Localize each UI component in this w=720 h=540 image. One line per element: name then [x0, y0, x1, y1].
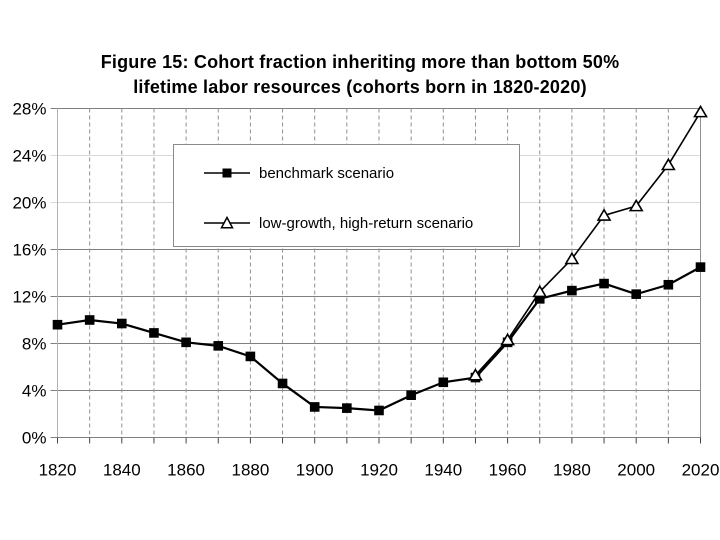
open-triangle-marker	[500, 332, 515, 346]
y-tick-label: 12%	[12, 288, 46, 307]
x-tick-label: 1820	[39, 461, 77, 480]
legend-item-lowgrowth: low-growth, high-return scenario	[204, 212, 473, 234]
filled-square-marker	[631, 289, 641, 299]
x-tick-label: 1980	[553, 461, 591, 480]
chart-title: Figure 15: Cohort fraction inheriting mo…	[0, 50, 720, 100]
x-tick-label: 1920	[360, 461, 398, 480]
x-tick-label: 1900	[296, 461, 334, 480]
open-triangle-marker	[596, 208, 612, 221]
filled-square-marker	[599, 278, 609, 289]
filled-square-marker	[245, 351, 256, 362]
y-tick-label: 16%	[12, 241, 46, 260]
open-triangle-marker	[628, 198, 644, 212]
y-tick-label: 24%	[12, 147, 46, 166]
y-tick-label: 8%	[22, 335, 47, 354]
filled-square-marker	[406, 390, 416, 400]
filled-square-marker	[149, 328, 159, 338]
filled-square-marker	[438, 377, 449, 388]
x-tick-label: 1840	[103, 461, 141, 480]
x-tick-label: 1960	[489, 461, 527, 480]
x-tick-label: 2020	[682, 461, 720, 480]
series-low-growth-high-return-scenario	[468, 104, 708, 381]
open-triangle-marker	[564, 251, 580, 265]
y-tick-label: 0%	[22, 429, 47, 448]
filled-square-icon	[204, 168, 250, 178]
y-tick-label: 4%	[22, 382, 47, 401]
x-tick-label: 2000	[617, 461, 655, 480]
filled-square-marker	[663, 279, 674, 290]
x-tick-label: 1860	[167, 461, 205, 480]
filled-square-marker	[374, 405, 384, 416]
filled-square-marker	[309, 402, 320, 412]
open-triangle-icon	[204, 215, 250, 229]
y-tick-label: 20%	[12, 194, 46, 213]
open-triangle-marker	[532, 284, 548, 298]
filled-square-marker	[181, 337, 191, 348]
x-axis-ticks	[57, 437, 701, 444]
filled-square-marker	[52, 319, 63, 330]
chart-title-line1: Figure 15: Cohort fraction inheriting mo…	[100, 52, 620, 72]
filled-square-marker	[84, 315, 95, 325]
legend: benchmark scenario low-growth, high-retu…	[173, 144, 520, 247]
x-tick-label: 1940	[424, 461, 462, 480]
y-axis-labels: 0% 4% 8% 12% 16% 20% 24% 28%	[12, 100, 46, 448]
filled-square-marker	[213, 341, 224, 351]
open-triangle-marker	[693, 104, 708, 118]
filled-square-marker	[567, 285, 577, 296]
filled-square-marker	[534, 294, 545, 304]
open-triangle-marker	[468, 368, 483, 381]
legend-item-label: low-growth, high-return scenario	[259, 214, 474, 232]
x-gridlines	[89, 108, 669, 438]
filled-square-marker	[277, 378, 288, 389]
filled-square-marker	[695, 262, 706, 272]
plot-frame	[57, 108, 701, 438]
legend-item-label: benchmark scenario	[259, 164, 395, 182]
x-tick-label: 1880	[231, 461, 269, 480]
filled-square-marker	[117, 318, 127, 329]
legend-item-benchmark: benchmark scenario	[204, 162, 394, 184]
x-axis-labels: 1820 1840 1860 1880 1900 1920 1940 1960 1980 2000…	[39, 461, 720, 480]
chart-title-line2: lifetime labor resources (cohorts born i…	[133, 77, 587, 97]
y-tick-label: 28%	[12, 100, 46, 119]
filled-square-marker	[342, 403, 352, 413]
low-growth-high-return-scenario-line	[474, 111, 702, 376]
open-triangle-marker	[660, 157, 676, 171]
